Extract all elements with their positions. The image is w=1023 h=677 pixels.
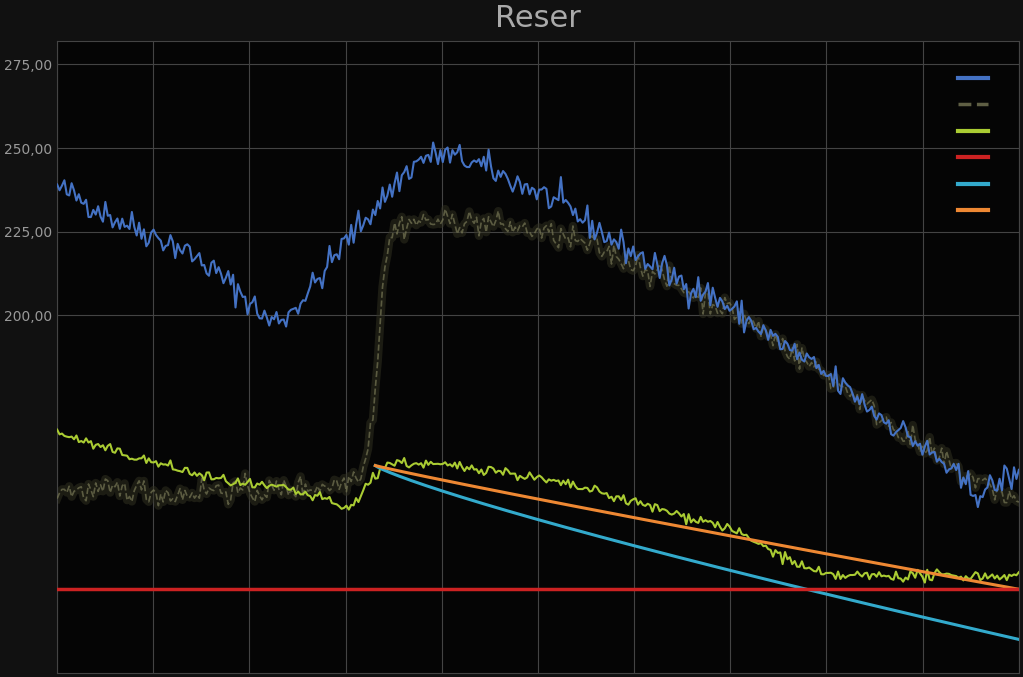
Title: Reser: Reser: [495, 4, 581, 33]
Legend: , , , , , : , , , , ,: [946, 61, 1003, 230]
